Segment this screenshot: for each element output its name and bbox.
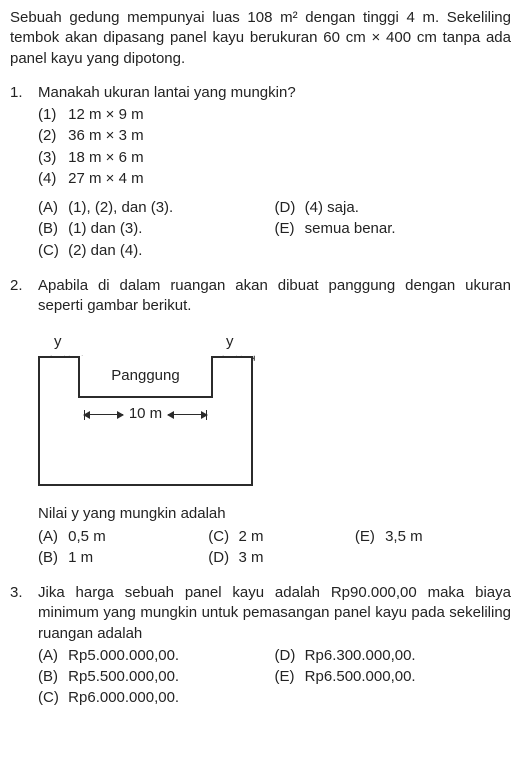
stage-rectangle: Panggung [78,356,213,398]
question-number: 1. [10,83,38,262]
choice-e: (E) 3,5 m [355,527,511,547]
choice-label: (C) [38,688,64,708]
choice-value: (1) dan (3). [68,220,142,237]
stage-label: Panggung [111,366,179,386]
choice-value: Rp6.000.000,00. [68,689,179,706]
choice-value: 2 m [238,528,263,545]
choice-value: 3 m [238,549,263,566]
choice-b: (B) (1) dan (3). [38,219,275,239]
choice-value: Rp6.500.000,00. [305,668,416,685]
choice-label: (E) [275,667,301,687]
question-text: Jika harga sebuah panel kayu adalah Rp90… [38,583,511,644]
question-number: 3. [10,583,38,710]
choice-d: (D) 3 m [208,548,355,568]
stage-figure: y y ⟼⟻ ⟼⟻ Panggung 10 m [38,326,268,496]
dimension-arrow-right [168,414,207,415]
choice-b: (B) Rp5.500.000,00. [38,667,275,687]
sub-option-label: (1) [38,105,64,125]
sub-option-label: (2) [38,126,64,146]
choice-label: (E) [355,527,381,547]
choice-d: (D) Rp6.300.000,00. [275,646,512,666]
answer-col-right: (D) Rp6.300.000,00. (E) Rp6.500.000,00. [275,646,512,710]
choice-label: (D) [275,646,301,666]
answer-col-1: (A) 0,5 m (B) 1 m [38,527,208,570]
choice-c: (C) 2 m [208,527,355,547]
choice-label: (B) [38,219,64,239]
choice-label: (B) [38,667,64,687]
choice-label: (A) [38,646,64,666]
choice-b: (B) 1 m [38,548,208,568]
choice-value: Rp5.500.000,00. [68,668,179,685]
choice-value: semua benar. [305,220,396,237]
choice-label: (A) [38,198,64,218]
choice-c: (C) Rp6.000.000,00. [38,688,275,708]
choice-value: (2) dan (4). [68,242,142,259]
sub-options: (1) 12 m × 9 m (2) 36 m × 3 m (3) 18 m ×… [38,105,511,189]
dimension-arrow-left [84,414,123,415]
choice-value: Rp5.000.000,00. [68,647,179,664]
sub-option-4: (4) 27 m × 4 m [38,169,511,189]
choice-e: (E) semua benar. [275,219,512,239]
dimension-line: 10 m [84,404,207,424]
choice-label: (B) [38,548,64,568]
sub-option-2: (2) 36 m × 3 m [38,126,511,146]
question-body: Apabila di dalam ruangan akan dibuat pan… [38,276,511,569]
answer-col-left: (A) (1), (2), dan (3). (B) (1) dan (3). … [38,198,275,262]
question-2: 2. Apabila di dalam ruangan akan dibuat … [10,276,511,569]
choice-a: (A) Rp5.000.000,00. [38,646,275,666]
answer-choices: (A) 0,5 m (B) 1 m (C) 2 m (D) 3 m (E) 3,… [38,527,511,570]
choice-label: (C) [38,241,64,261]
answer-col-right: (D) (4) saja. (E) semua benar. [275,198,512,262]
choice-a: (A) 0,5 m [38,527,208,547]
nilai-text: Nilai y yang mungkin adalah [38,504,511,524]
choice-a: (A) (1), (2), dan (3). [38,198,275,218]
sub-option-value: 18 m × 6 m [68,149,143,166]
answer-col-2: (C) 2 m (D) 3 m [208,527,355,570]
choice-c: (C) (2) dan (4). [38,241,275,261]
answer-col-left: (A) Rp5.000.000,00. (B) Rp5.500.000,00. … [38,646,275,710]
sub-option-1: (1) 12 m × 9 m [38,105,511,125]
question-1: 1. Manakah ukuran lantai yang mungkin? (… [10,83,511,262]
choice-value: 0,5 m [68,528,106,545]
sub-option-value: 12 m × 9 m [68,106,143,123]
question-body: Jika harga sebuah panel kayu adalah Rp90… [38,583,511,710]
choice-label: (A) [38,527,64,547]
answer-choices: (A) (1), (2), dan (3). (B) (1) dan (3). … [38,198,511,262]
choice-label: (E) [275,219,301,239]
choice-value: (4) saja. [305,199,359,216]
choice-value: (1), (2), dan (3). [68,199,173,216]
sub-option-label: (3) [38,148,64,168]
intro-text: Sebuah gedung mempunyai luas 108 m² deng… [10,8,511,69]
sub-option-value: 36 m × 3 m [68,127,143,144]
choice-value: Rp6.300.000,00. [305,647,416,664]
choice-value: 1 m [68,549,93,566]
answer-choices: (A) Rp5.000.000,00. (B) Rp5.500.000,00. … [38,646,511,710]
question-body: Manakah ukuran lantai yang mungkin? (1) … [38,83,511,262]
sub-option-3: (3) 18 m × 6 m [38,148,511,168]
choice-d: (D) (4) saja. [275,198,512,218]
choice-e: (E) Rp6.500.000,00. [275,667,512,687]
dimension-label: 10 m [123,404,168,424]
choice-label: (D) [208,548,234,568]
question-text: Manakah ukuran lantai yang mungkin? [38,83,511,103]
question-text: Apabila di dalam ruangan akan dibuat pan… [38,276,511,317]
sub-option-value: 27 m × 4 m [68,170,143,187]
choice-label: (C) [208,527,234,547]
page: Sebuah gedung mempunyai luas 108 m² deng… [0,0,525,718]
choice-value: 3,5 m [385,528,423,545]
sub-option-label: (4) [38,169,64,189]
answer-col-3: (E) 3,5 m [355,527,511,570]
question-number: 2. [10,276,38,569]
question-3: 3. Jika harga sebuah panel kayu adalah R… [10,583,511,710]
choice-label: (D) [275,198,301,218]
